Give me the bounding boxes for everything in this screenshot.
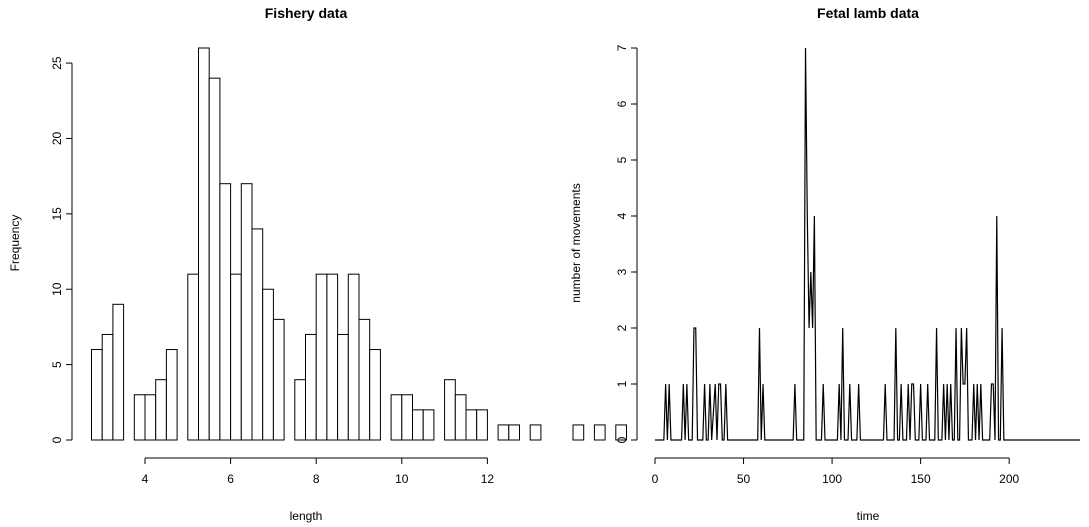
y-tick-label: 15	[50, 207, 64, 221]
fishery-title: Fishery data	[265, 5, 348, 21]
y-tick-label: 10	[50, 282, 64, 296]
histogram-bar	[272, 318, 285, 441]
fetal-lamb-y-axis: 0 1 2 3 4 5 6 7	[615, 44, 638, 443]
histogram-bar	[155, 379, 167, 441]
y-tick-label: 5	[615, 156, 629, 163]
histogram-bar	[144, 394, 157, 441]
histogram-bar	[101, 333, 114, 441]
histogram-bar	[358, 318, 371, 441]
fishery-panel: Fishery data length Frequency 4 6 8 10 12 05…	[8, 5, 627, 523]
fishery-bars	[91, 47, 627, 441]
histogram-bar	[508, 424, 520, 441]
histogram-bar	[444, 379, 456, 441]
histogram-bar	[315, 273, 328, 441]
y-tick-label: 3	[615, 268, 629, 275]
histogram-bar	[230, 273, 242, 441]
histogram-bar	[208, 77, 221, 441]
histogram-bar	[572, 424, 585, 441]
fetal-lamb-x-axis: 0 50 100 150 200	[652, 457, 1019, 486]
histogram-bar	[369, 349, 381, 441]
histogram-bar	[251, 228, 264, 441]
x-tick-label: 100	[822, 472, 842, 486]
histogram-bar	[262, 288, 274, 441]
y-tick-label: 4	[615, 212, 629, 219]
y-tick-label: 20	[50, 131, 64, 145]
x-tick-label: 200	[999, 472, 1019, 486]
fishery-x-axis: 4 6 8 10 12	[142, 457, 495, 486]
x-tick-label: 8	[313, 472, 320, 486]
fetal-lamb-x-label: time	[857, 509, 880, 523]
histogram-bar	[305, 333, 317, 441]
y-tick-label: 0	[50, 436, 64, 443]
histogram-bar	[412, 409, 424, 441]
x-tick-label: 0	[652, 472, 659, 486]
fishery-y-axis: 0 5 10 15 20 25	[50, 56, 73, 443]
histogram-bar	[422, 409, 435, 441]
histogram-bar	[165, 349, 178, 441]
y-tick-label: 1	[615, 380, 629, 387]
histogram-bar	[198, 47, 210, 441]
histogram-bar	[465, 409, 478, 441]
x-tick-label: 10	[395, 472, 409, 486]
fishery-x-label: length	[290, 509, 323, 523]
histogram-bar	[454, 394, 467, 441]
x-tick-label: 12	[481, 472, 495, 486]
histogram-bar	[112, 303, 125, 441]
histogram-bar	[497, 424, 510, 441]
histogram-bar	[615, 424, 627, 441]
x-tick-label: 4	[142, 472, 149, 486]
histogram-bar	[347, 273, 360, 441]
x-tick-label: 50	[737, 472, 751, 486]
histogram-bar	[219, 183, 232, 441]
y-tick-label: 2	[615, 324, 629, 331]
y-tick-label: 7	[615, 44, 629, 51]
fetal-lamb-panel: Fetal lamb data time number of movements…	[569, 5, 1080, 523]
y-tick-label: 0	[615, 436, 629, 443]
x-tick-label: 150	[911, 472, 931, 486]
histogram-bar	[133, 394, 146, 441]
movements-series-line	[655, 47, 1080, 441]
histogram-bar	[91, 349, 103, 441]
histogram-bar	[337, 333, 349, 441]
x-tick-label: 6	[227, 472, 234, 486]
histogram-bar	[476, 409, 488, 441]
histogram-bar	[593, 424, 606, 441]
histogram-bar	[529, 424, 542, 441]
y-tick-label: 6	[615, 100, 629, 107]
y-tick-label: 5	[50, 361, 64, 368]
histogram-bar	[294, 379, 306, 441]
histogram-bar	[326, 273, 339, 441]
fetal-lamb-y-label: number of movements	[569, 183, 583, 302]
histogram-bar	[240, 183, 253, 441]
fetal-lamb-title: Fetal lamb data	[817, 5, 919, 21]
histogram-bar	[187, 273, 200, 441]
y-tick-label: 25	[50, 56, 64, 70]
histogram-bar	[390, 394, 403, 441]
fishery-y-label: Frequency	[8, 215, 22, 272]
histogram-bar	[401, 394, 413, 441]
